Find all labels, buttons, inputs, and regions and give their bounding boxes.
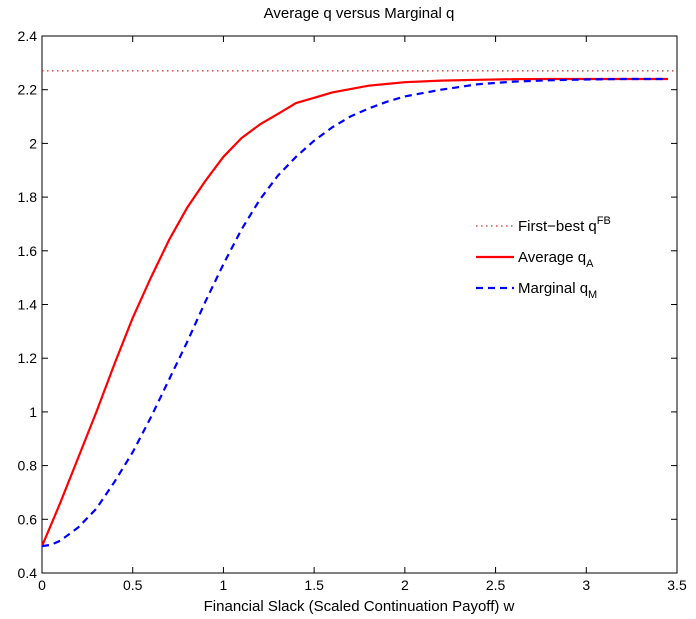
x-tick-label: 2.5 [486,577,506,593]
x-tick-label: 1.5 [304,577,324,593]
y-tick-label: 0.6 [18,511,38,527]
y-tick-label: 1.2 [18,350,38,366]
x-axis-label: Financial Slack (Scaled Continuation Pay… [204,598,515,615]
ticks-layer: 0 0.5 1 1.5 2 2.5 3 3.5 0.4 0.6 0.8 1 1.2 1.4 1.6 1.8 2 2… [18,28,687,593]
legend-label-first-best-q: First−best qFB [518,215,611,235]
y-tick-label: 2.4 [18,28,38,44]
y-tick-label: 1.8 [18,189,38,205]
x-tick-label: 3 [582,577,590,593]
legend: First−best qFB Average qA Marginal qM [476,215,611,301]
series-line-marginal-q [41,77,668,548]
x-tick-label: 2 [401,577,409,593]
y-tick-label: 1.6 [18,243,38,259]
legend-label-average-q: Average qA [518,249,594,270]
legend-label-marginal-q: Marginal qM [518,280,597,301]
x-tick-label: 3.5 [667,577,687,593]
y-tick-label: 1.4 [18,297,38,313]
x-tick-label: 1 [220,577,228,593]
series-line-average-q [40,77,668,547]
y-tick-label: 0.8 [18,458,38,474]
chart-title: Average q versus Marginal q [264,5,455,22]
y-tick-label: 2.2 [18,82,38,98]
y-tick-label: 2 [29,135,37,151]
series-layer [40,70,677,548]
x-tick-label: 0 [38,577,46,593]
x-tick-label: 0.5 [123,577,143,593]
y-tick-label: 0.4 [18,565,38,581]
y-tick-label: 1 [29,404,37,420]
